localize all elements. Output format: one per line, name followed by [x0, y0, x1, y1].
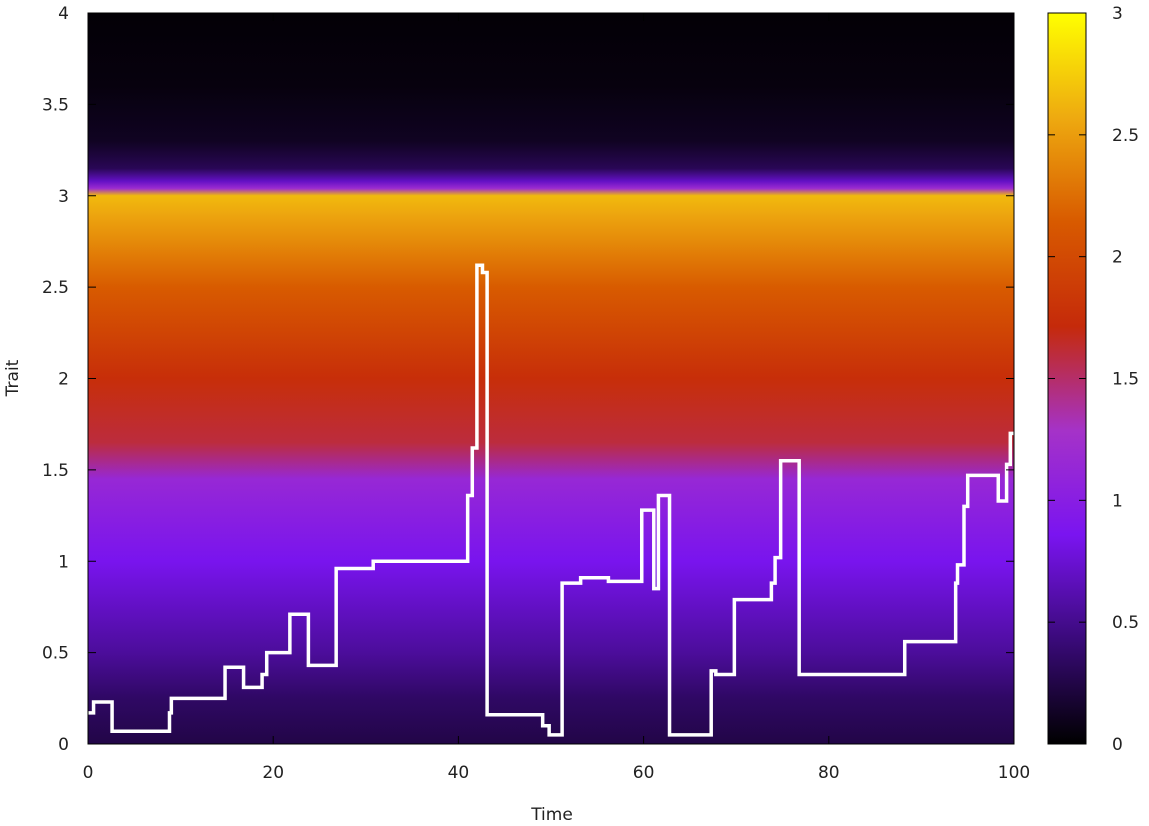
series-line-0 [88, 263, 1014, 737]
colorbar-tick-label: 0.5 [1112, 613, 1139, 633]
colorbar-tick-label: 2 [1112, 248, 1123, 268]
colorbar-tick-label: 1 [1112, 491, 1123, 511]
heatmap-field [88, 13, 1014, 744]
y-tick-label: 3 [58, 187, 69, 207]
x-tick-label: 40 [448, 763, 470, 783]
y-axis: 0 0.5 1 1.5 2 2.5 3 3.5 4 [42, 4, 1014, 755]
colorbar-tick-label: 1.5 [1112, 370, 1139, 390]
y-tick-label: 0 [58, 735, 69, 755]
x-tick-label: 80 [818, 763, 840, 783]
x-tick-label: 60 [633, 763, 655, 783]
y-axis-title: Trait [3, 359, 23, 397]
y-tick-label: 0.5 [42, 644, 69, 664]
series-layer [88, 263, 1014, 737]
x-axis-title: Time [530, 805, 573, 825]
x-tick-label: 0 [83, 763, 94, 783]
colorbar-tick-label: 2.5 [1112, 126, 1139, 146]
colorbar-tick-label: 0 [1112, 735, 1123, 755]
y-tick-label: 2.5 [42, 278, 69, 298]
y-tick-label: 1 [58, 552, 69, 572]
x-axis: 0 20 40 60 80 100 [83, 13, 1030, 783]
y-tick-label: 4 [58, 4, 69, 24]
colorbar-axis: 0 0.5 1 1.5 2 2.5 3 [1048, 4, 1139, 755]
y-tick-label: 3.5 [42, 95, 69, 115]
x-tick-label: 20 [262, 763, 284, 783]
y-tick-label: 2 [58, 370, 69, 390]
y-tick-label: 1.5 [42, 461, 69, 481]
colorbar-tick-label: 3 [1112, 4, 1123, 24]
x-tick-label: 100 [998, 763, 1030, 783]
